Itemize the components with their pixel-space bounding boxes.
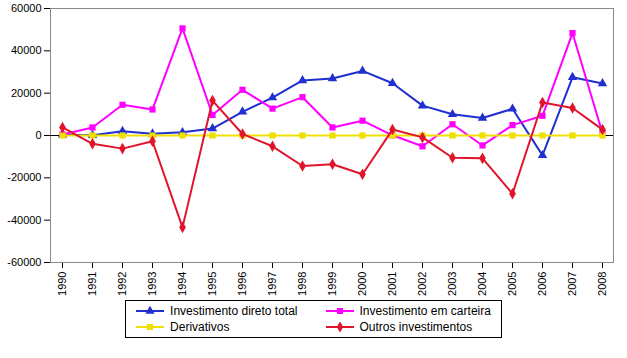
svg-text:1996: 1996 [236,272,248,296]
html-text:Investimento em carteira: Investimento em carteira [359,304,491,318]
svg-text:-40000: -40000 [7,214,41,226]
svg-text:1999: 1999 [326,272,338,296]
svg-text:2007: 2007 [566,272,578,296]
svg-text:2002: 2002 [416,272,428,296]
svg-text:20000: 20000 [11,87,42,99]
html-text:Derivativos: Derivativos [170,320,230,334]
svg-text:-20000: -20000 [7,171,41,183]
svg-text:1990: 1990 [56,272,68,296]
svg-text:2003: 2003 [446,272,458,296]
svg-text:2005: 2005 [506,272,518,296]
svg-text:2001: 2001 [386,272,398,296]
svg-text:1991: 1991 [86,272,98,296]
svg-text:2000: 2000 [356,272,368,296]
svg-text:1998: 1998 [296,272,308,296]
html-text:Investimento direto total: Investimento direto total [170,304,298,318]
svg-text:1997: 1997 [266,272,278,296]
svg-text:60000: 60000 [11,2,42,14]
svg-text:40000: 40000 [11,44,42,56]
svg-text:2006: 2006 [536,272,548,296]
svg-text:1994: 1994 [176,272,188,296]
html-text:Outros investimentos: Outros investimentos [359,320,473,334]
svg-text:1995: 1995 [206,272,218,296]
svg-text:-60000: -60000 [7,256,41,268]
svg-text:2004: 2004 [476,272,488,296]
svg-text:1992: 1992 [116,272,128,296]
svg-text:0: 0 [35,129,41,141]
svg-text:1993: 1993 [146,272,158,296]
svg-text:2008: 2008 [596,272,608,296]
